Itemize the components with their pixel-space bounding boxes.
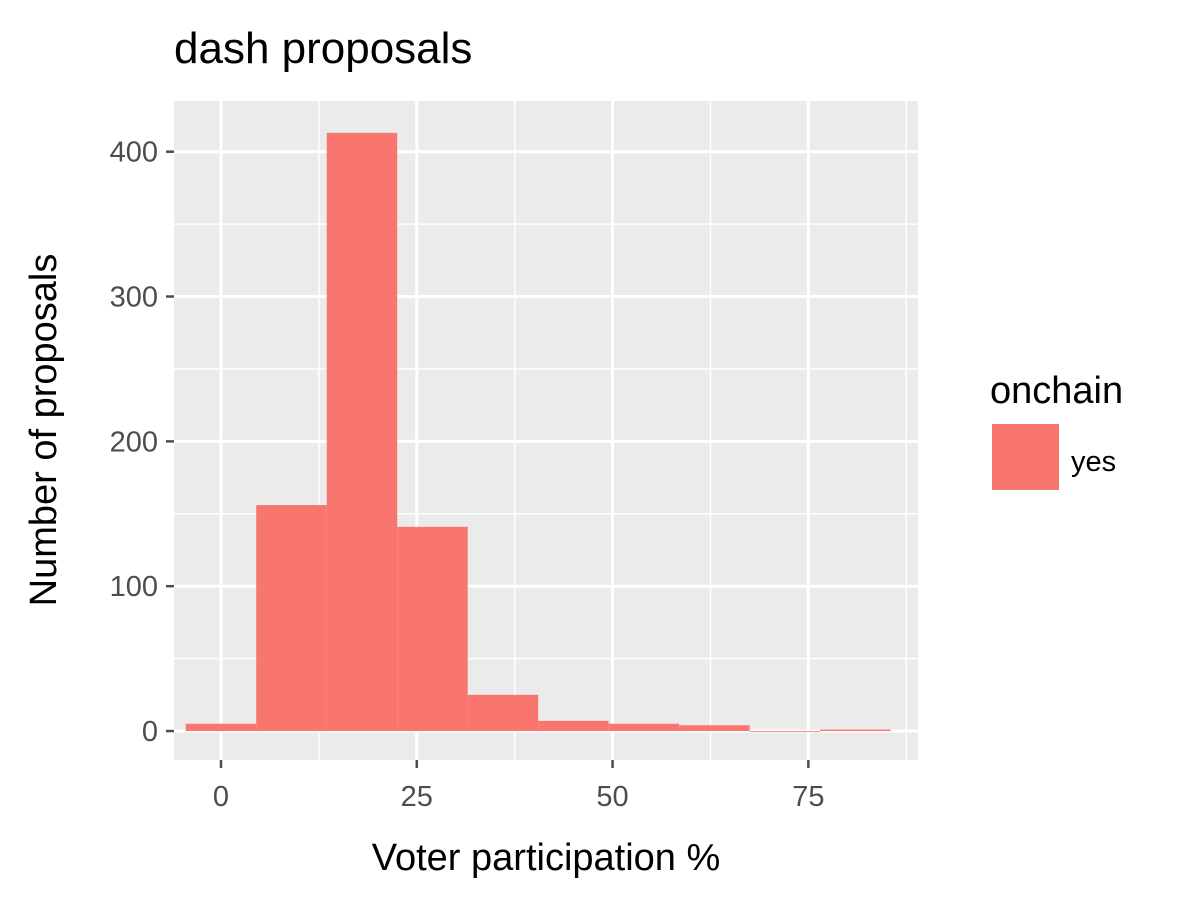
legend-label-yes: yes	[1071, 446, 1116, 478]
histogram-bars	[185, 132, 891, 732]
x-tick-label: 50	[596, 781, 628, 813]
x-axis: 0 25 50 75	[213, 760, 824, 813]
chart-title: dash proposals	[174, 24, 472, 73]
histogram-bar-8	[749, 731, 821, 732]
y-tick-label: 200	[110, 426, 158, 458]
legend-title: onchain	[990, 370, 1123, 412]
legend: onchain yes	[990, 370, 1123, 490]
y-axis: 0 100 200 300 400	[110, 137, 174, 748]
x-axis-title: Voter participation %	[372, 837, 721, 879]
histogram-bar-6	[608, 723, 680, 732]
x-tick-label: 0	[213, 781, 229, 813]
histogram-bar-4	[467, 694, 539, 732]
y-tick-label: 0	[142, 716, 158, 748]
histogram-bar-0	[185, 723, 257, 732]
histogram-bar-3	[397, 526, 468, 732]
histogram-bar-5	[538, 720, 609, 732]
y-tick-label: 100	[110, 571, 158, 603]
x-tick-label: 25	[401, 781, 433, 813]
y-tick-label: 300	[110, 282, 158, 314]
y-tick-label: 400	[110, 137, 158, 169]
y-axis-title: Number of proposals	[23, 254, 65, 607]
histogram-bar-9	[820, 729, 891, 732]
histogram-bar-2	[326, 132, 398, 732]
x-tick-label: 75	[792, 781, 824, 813]
histogram-bar-7	[679, 725, 750, 732]
legend-key-yes	[992, 424, 1059, 490]
histogram-bar-1	[256, 505, 327, 732]
